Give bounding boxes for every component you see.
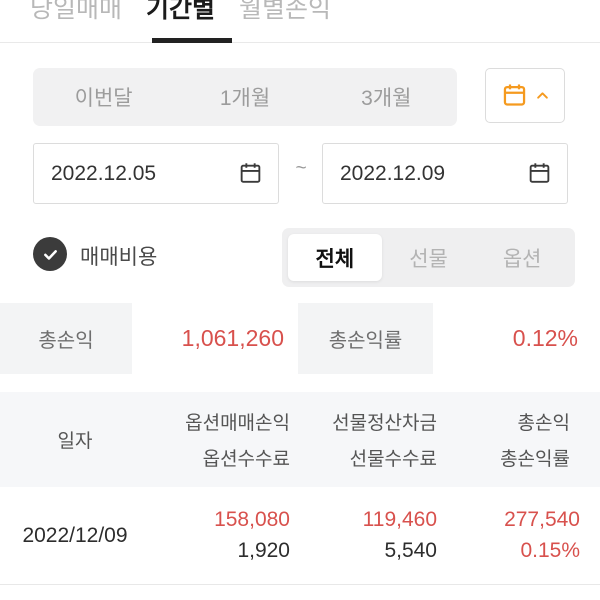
tab-by-period[interactable]: 기간별 — [146, 0, 216, 23]
tab-monthly-pl[interactable]: 월별손익 — [239, 0, 332, 23]
row-date: 2022/12/09 — [22, 523, 128, 547]
calendar-icon — [501, 82, 528, 109]
total-pl-row-value: 277,540 — [504, 508, 580, 531]
total-pl-label: 총손익 — [0, 303, 132, 374]
total-pl-rate-value: 0.12% — [433, 303, 600, 374]
trade-cost-label: 매매비용 — [80, 246, 158, 269]
header-date: 일자 — [57, 431, 93, 452]
futures-fee-value: 5,540 — [384, 539, 437, 562]
start-date-value: 2022.12.05 — [51, 161, 157, 185]
tabbar-divider — [0, 42, 600, 43]
quick-range-this-month-button[interactable]: 이번달 — [74, 87, 133, 110]
check-icon — [41, 245, 60, 264]
quick-range-3-month-button[interactable]: 3개월 — [361, 87, 412, 110]
header-total-column: 총손익 총손익률 — [500, 412, 570, 471]
active-tab-underline — [152, 38, 232, 43]
calendar-icon[interactable] — [527, 161, 552, 186]
header-option-column: 옵션매매손익 옵션수수료 — [185, 412, 290, 471]
quick-range-1-month-button[interactable]: 1개월 — [219, 87, 271, 110]
header-futures-column: 선물정산차금 선물수수료 — [332, 412, 437, 471]
segment-all[interactable]: 전체 — [288, 234, 382, 281]
segment-options[interactable]: 옵션 — [502, 247, 542, 271]
end-date-value: 2022.12.09 — [340, 161, 446, 185]
row-divider — [0, 584, 600, 585]
start-date-input[interactable]: 2022.12.05 — [33, 143, 279, 204]
tab-daily-trading[interactable]: 당일매매 — [30, 0, 123, 23]
calendar-collapse-button[interactable] — [485, 68, 565, 123]
instrument-segmented-control: 전체 선물 옵션 — [282, 228, 575, 287]
pl-table-header: 일자 옵션매매손익 옵션수수료 선물정산차금 선물수수료 총손익 총손익률 — [0, 392, 600, 487]
option-fee-value: 1,920 — [237, 539, 290, 562]
pl-summary-band: 총손익 1,061,260 총손익률 0.12% — [0, 303, 600, 374]
end-date-input[interactable]: 2022.12.09 — [322, 143, 568, 204]
row-total-values: 277,540 0.15% — [437, 487, 580, 584]
total-pl-value: 1,061,260 — [132, 303, 298, 374]
segment-futures[interactable]: 선물 — [409, 247, 448, 271]
row-futures-values: 119,460 5,540 — [290, 487, 437, 584]
date-range-separator: ~ — [295, 158, 307, 179]
quick-range-group: 이번달 1개월 3개월 — [33, 68, 457, 126]
trade-cost-checkbox[interactable] — [33, 237, 67, 271]
futures-settlement-value: 119,460 — [362, 508, 437, 531]
table-row: 2022/12/09 158,080 1,920 119,460 5,540 2… — [0, 487, 600, 584]
total-pl-rate-label: 총손익률 — [298, 303, 433, 374]
total-pl-rate-row-value: 0.15% — [520, 539, 580, 562]
chevron-up-icon — [535, 88, 550, 103]
row-option-values: 158,080 1,920 — [150, 487, 290, 584]
calendar-icon[interactable] — [238, 161, 263, 186]
option-pl-value: 158,080 — [214, 508, 290, 531]
top-tabbar: 당일매매 기간별 월별손익 — [30, 0, 331, 26]
